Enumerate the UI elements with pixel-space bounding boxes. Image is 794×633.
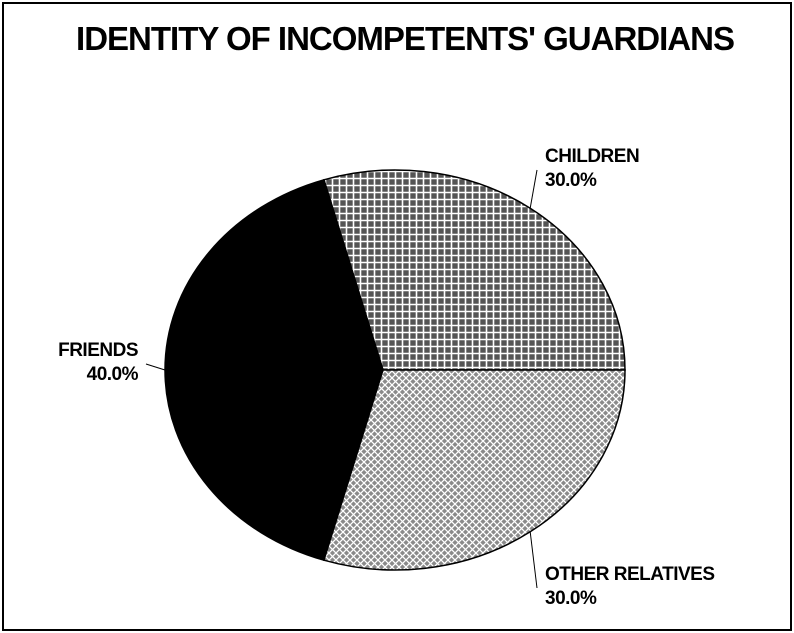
- pie-slice: [164, 178, 384, 562]
- pie-slice: [322, 169, 626, 371]
- slice-label: FRIENDS: [58, 340, 138, 361]
- leader-line: [529, 169, 538, 209]
- leader-line: [529, 531, 538, 589]
- chart-title: IDENTITY OF INCOMPETENTS' GUARDIANS: [76, 20, 734, 57]
- slice-label: OTHER RELATIVES: [545, 564, 715, 585]
- pie-slice: [322, 369, 626, 571]
- slice-value-label: 30.0%: [545, 588, 597, 609]
- leader-line: [145, 363, 166, 371]
- slice-label: CHILDREN: [545, 146, 639, 167]
- slice-value-label: 30.0%: [545, 170, 597, 191]
- slice-value-label: 40.0%: [87, 364, 139, 385]
